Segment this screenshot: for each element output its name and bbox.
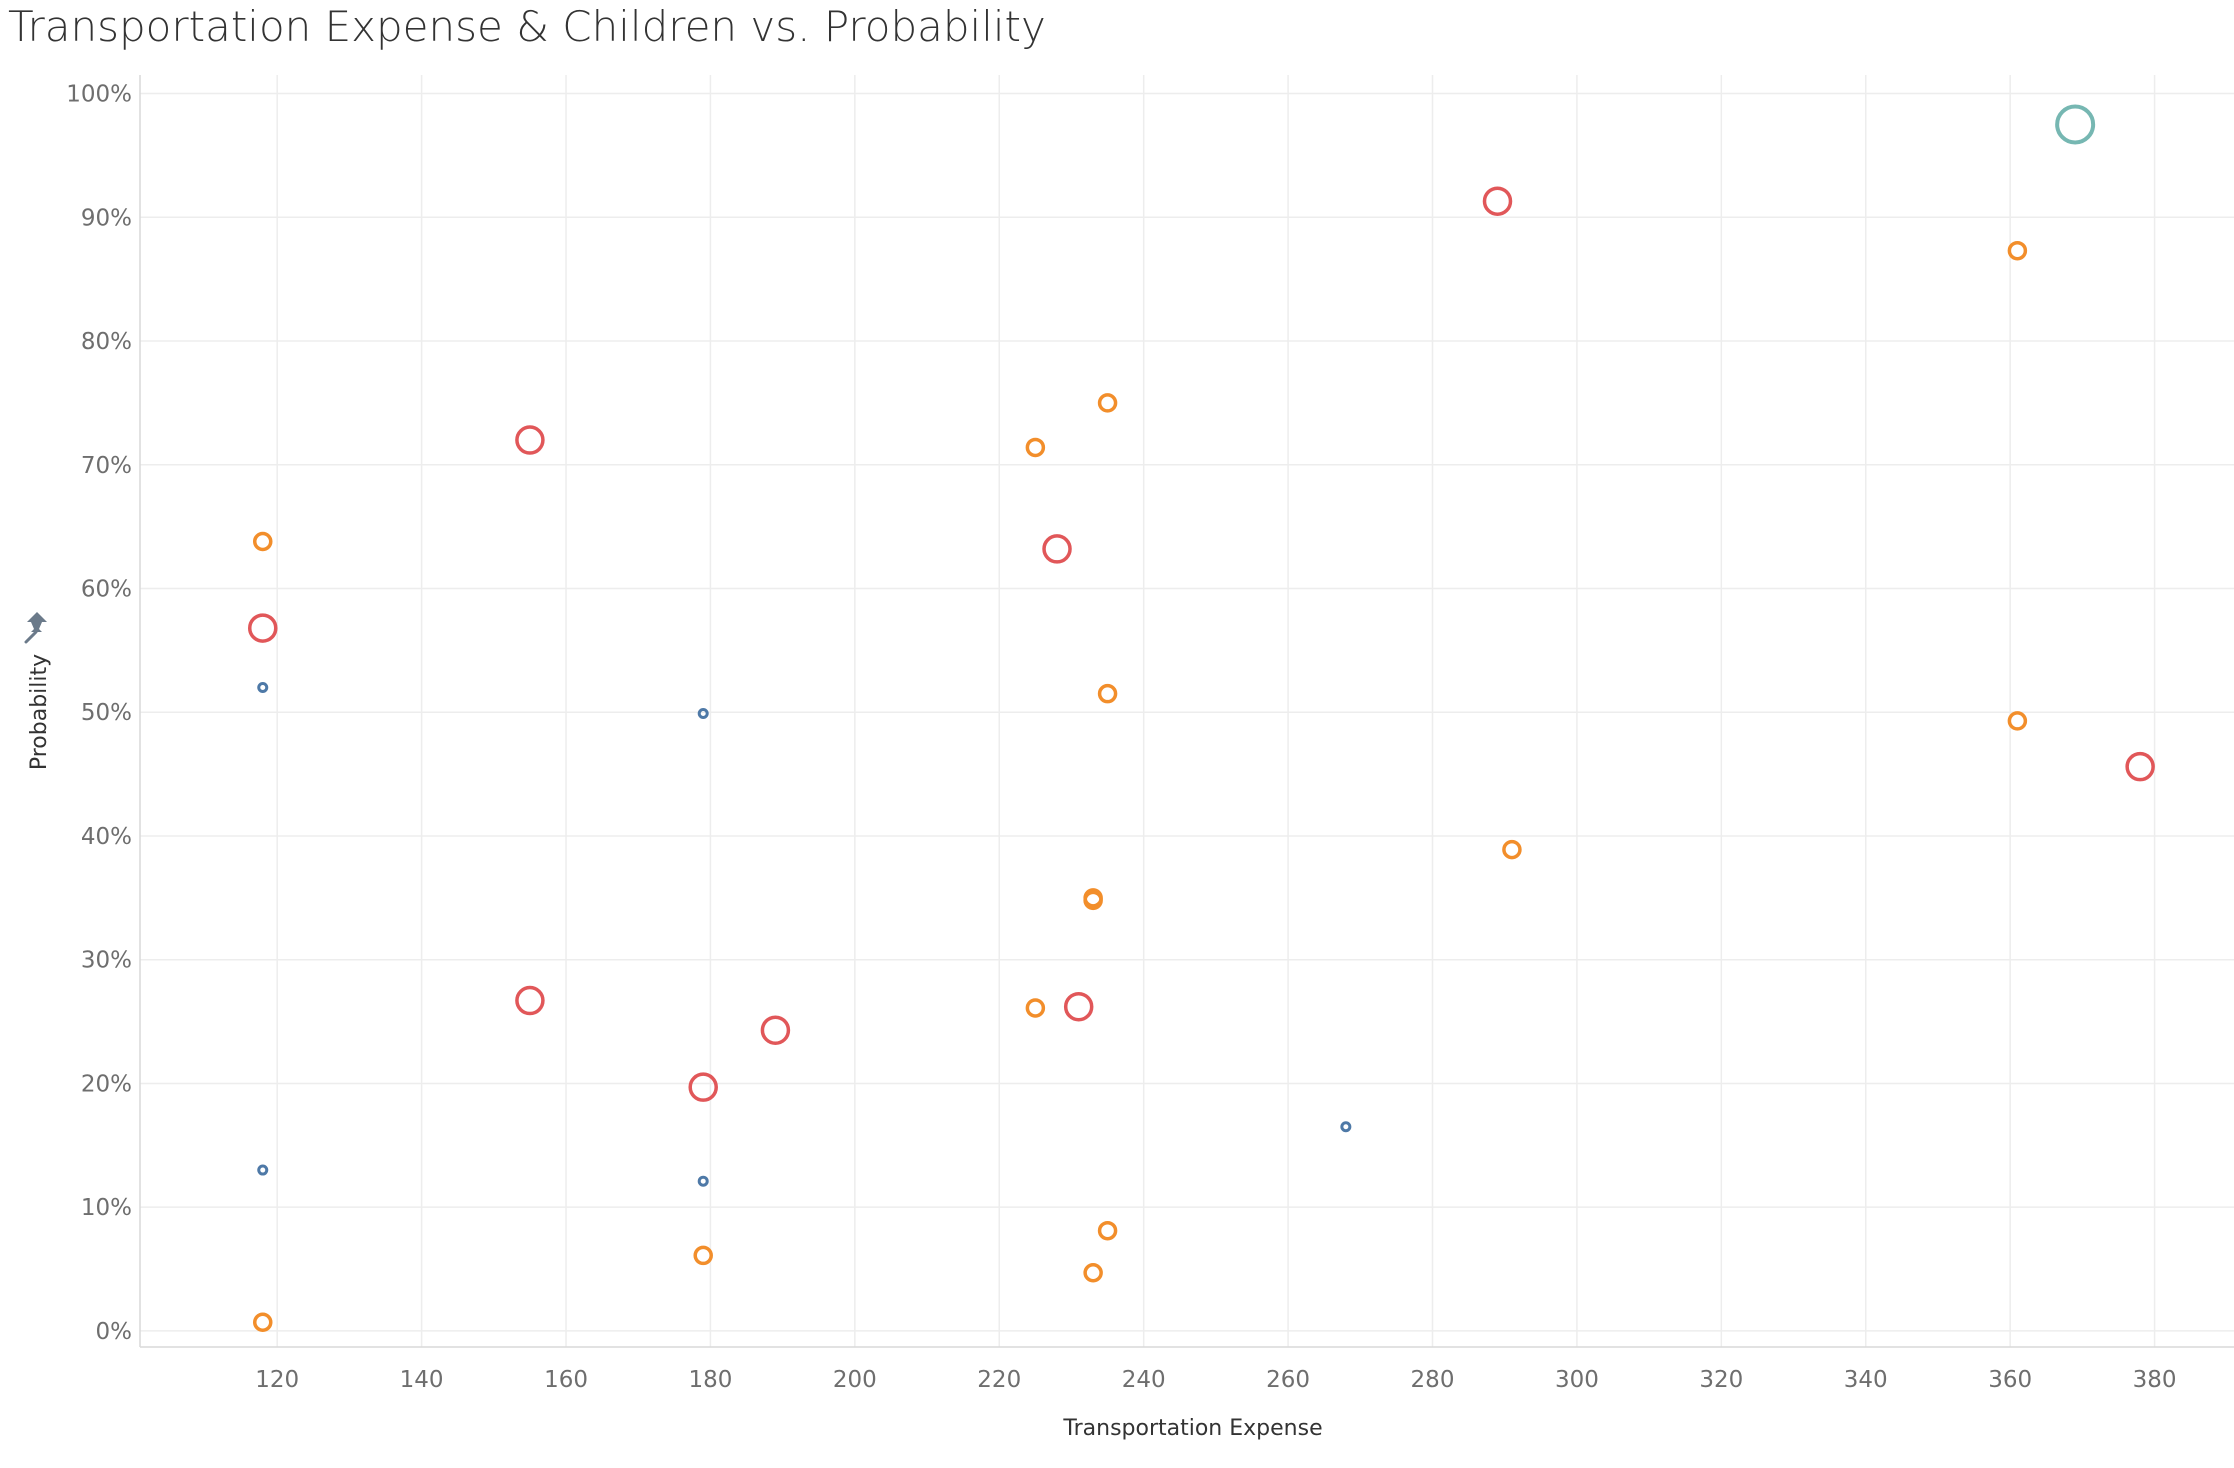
data-point[interactable] — [693, 1245, 713, 1266]
y-tick-label: 50% — [81, 700, 132, 726]
y-axis-title[interactable]: Probability — [27, 654, 52, 770]
y-tick-label: 30% — [81, 948, 132, 974]
x-tick-label: 380 — [2133, 1367, 2177, 1393]
pin-icon[interactable] — [24, 612, 47, 644]
x-axis-ticks: 120 140 160 180 200 220 240 260 280 300 320 340 360 3… — [255, 1367, 2176, 1393]
x-tick-label: 340 — [1844, 1367, 1888, 1393]
chart-title: Transportation Expense & Children vs. Pr… — [8, 2, 1046, 51]
x-tick-label: 120 — [255, 1367, 299, 1393]
data-point[interactable] — [1482, 186, 1513, 216]
y-tick-label: 10% — [81, 1195, 132, 1221]
x-tick-label: 360 — [1988, 1367, 2032, 1393]
data-point[interactable] — [1502, 839, 1522, 860]
data-point[interactable] — [1042, 534, 1072, 564]
y-tick-label: 70% — [81, 453, 132, 479]
data-point[interactable] — [2007, 711, 2028, 731]
data-point[interactable] — [253, 1312, 273, 1333]
data-point[interactable] — [257, 1164, 269, 1176]
y-axis-title-group: Probability — [24, 612, 52, 770]
x-tick-label: 280 — [1411, 1367, 1455, 1393]
x-axis-title: Transportation Expense — [1062, 1416, 1322, 1441]
y-tick-label: 0% — [96, 1319, 133, 1345]
data-point[interactable] — [2125, 751, 2155, 782]
data-point[interactable] — [697, 707, 709, 719]
data-point[interactable] — [515, 425, 545, 455]
x-tick-label: 180 — [688, 1367, 732, 1393]
x-tick-label: 260 — [1266, 1367, 1310, 1393]
data-points — [248, 104, 2155, 1333]
data-point[interactable] — [1340, 1121, 1352, 1133]
data-point[interactable] — [1025, 998, 1046, 1018]
x-tick-label: 140 — [400, 1367, 444, 1393]
data-point[interactable] — [697, 1175, 709, 1187]
data-point[interactable] — [1097, 393, 1118, 413]
y-tick-label: 80% — [81, 329, 132, 355]
x-tick-label: 200 — [833, 1367, 877, 1393]
y-tick-label: 100% — [66, 82, 132, 108]
data-point[interactable] — [515, 985, 545, 1016]
y-tick-label: 20% — [81, 1071, 132, 1097]
data-point[interactable] — [2055, 104, 2096, 145]
data-point[interactable] — [1083, 1263, 1103, 1283]
y-tick-label: 90% — [81, 205, 132, 231]
data-point[interactable] — [257, 681, 269, 693]
x-tick-label: 220 — [977, 1367, 1021, 1393]
data-point[interactable] — [1025, 437, 1046, 458]
data-point[interactable] — [1083, 888, 1103, 908]
data-point[interactable] — [253, 531, 273, 552]
x-tick-label: 160 — [544, 1367, 588, 1393]
data-point[interactable] — [688, 1072, 718, 1102]
data-point[interactable] — [248, 613, 278, 643]
data-point[interactable] — [760, 1015, 791, 1045]
y-tick-label: 60% — [81, 577, 132, 603]
y-axis-ticks: 0% 10% 20% 30% 40% 50% 60% 70% 80% 90% 100% — [66, 82, 132, 1345]
data-point[interactable] — [1097, 1220, 1118, 1241]
y-tick-label: 40% — [81, 824, 132, 850]
data-point[interactable] — [1063, 991, 1094, 1022]
x-tick-label: 240 — [1122, 1367, 1166, 1393]
x-tick-label: 300 — [1555, 1367, 1599, 1393]
data-point[interactable] — [2007, 240, 2028, 261]
gridlines — [140, 75, 2234, 1347]
x-tick-label: 320 — [1699, 1367, 1743, 1393]
data-point[interactable] — [1097, 683, 1118, 704]
